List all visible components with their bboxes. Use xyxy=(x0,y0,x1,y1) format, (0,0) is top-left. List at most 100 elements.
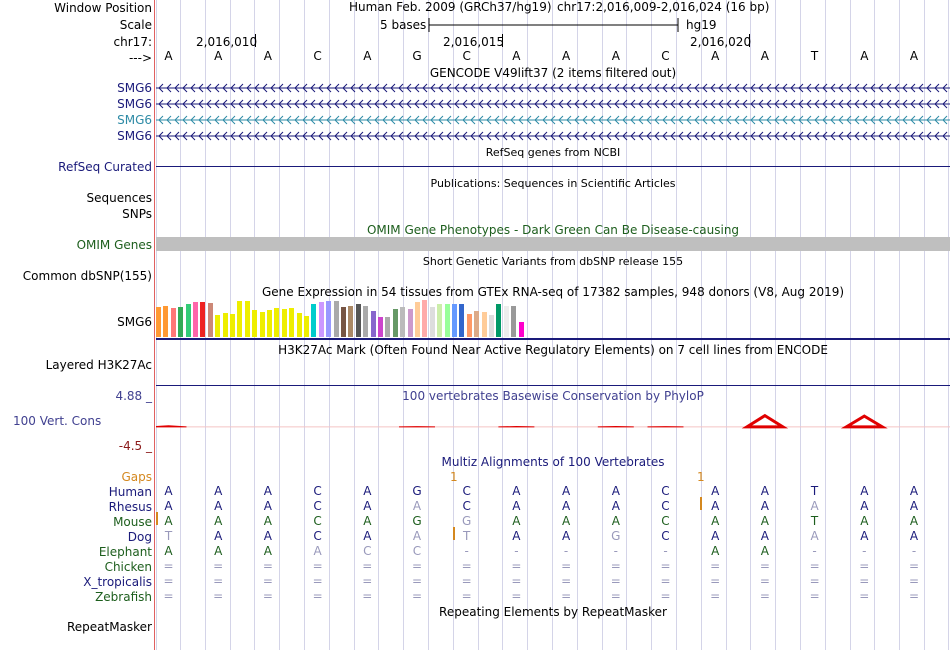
gtex-tissue-bar[interactable] xyxy=(370,311,376,337)
aligned-base: A xyxy=(363,484,372,498)
strand-chevron xyxy=(534,131,540,141)
gtex-tissue-bar[interactable] xyxy=(363,306,369,337)
gtex-tissue-bar[interactable] xyxy=(511,306,517,337)
gtex-tissue-bar[interactable] xyxy=(163,306,169,337)
gtex-tissue-bar[interactable] xyxy=(178,307,184,337)
gtex-tissue-bar[interactable] xyxy=(400,307,406,337)
gtex-tissue-bar[interactable] xyxy=(474,311,480,337)
strand-chevron xyxy=(598,99,604,109)
gencode-label-2[interactable]: SMG6 xyxy=(117,97,152,111)
gtex-label[interactable]: SMG6 xyxy=(117,315,152,329)
gtex-tissue-bar[interactable] xyxy=(244,301,250,337)
strand-chevron xyxy=(510,99,516,109)
dbsnp-label[interactable]: Common dbSNP(155) xyxy=(22,269,152,283)
gtex-tissue-bar[interactable] xyxy=(274,308,280,337)
aligned-base: A xyxy=(860,499,869,513)
refseq-gene-line[interactable] xyxy=(156,166,950,167)
strand-chevron xyxy=(654,83,660,93)
strand-chevron xyxy=(782,115,788,125)
gencode-label-4[interactable]: SMG6 xyxy=(117,129,152,143)
strand-chevron xyxy=(614,131,620,141)
gtex-tissue-bar[interactable] xyxy=(355,304,361,337)
strand-chevron xyxy=(926,131,932,141)
aligned-base: = xyxy=(561,559,572,573)
strand-chevron xyxy=(918,83,924,93)
strand-chevron xyxy=(742,131,748,141)
base-letter: A xyxy=(760,49,769,63)
gtex-tissue-bar[interactable] xyxy=(237,301,243,337)
strand-chevron xyxy=(430,131,436,141)
gtex-tissue-bar[interactable] xyxy=(304,316,309,337)
gene-model-smg6[interactable] xyxy=(156,130,950,142)
strand-chevron xyxy=(726,83,732,93)
strand-chevron xyxy=(366,99,372,109)
gtex-tissue-bar[interactable] xyxy=(185,304,191,337)
cons-label[interactable]: 100 Vert. Cons xyxy=(13,414,102,428)
gtex-tissue-bar[interactable] xyxy=(429,307,435,337)
gtex-tissue-bar[interactable] xyxy=(222,313,228,337)
cons-plot[interactable] xyxy=(156,404,950,448)
gtex-tissue-bar[interactable] xyxy=(156,307,161,337)
gtex-tissue-bar[interactable] xyxy=(489,315,494,337)
gtex-tissue-bar[interactable] xyxy=(281,309,287,337)
strand-chevron xyxy=(558,99,564,109)
gtex-tissue-bar[interactable] xyxy=(259,312,265,337)
gtex-tissue-bar[interactable] xyxy=(496,304,502,337)
repeatmasker-label[interactable]: RepeatMasker xyxy=(66,620,152,634)
gencode-label-1[interactable]: SMG6 xyxy=(117,81,152,95)
strand-chevron xyxy=(270,99,276,109)
gtex-tissue-bar[interactable] xyxy=(452,304,457,337)
strand-chevron xyxy=(430,115,436,125)
gtex-tissue-bar[interactable] xyxy=(437,304,443,337)
gtex-tissue-bar[interactable] xyxy=(444,304,450,337)
strand-chevron xyxy=(750,131,756,141)
gtex-tissue-bar[interactable] xyxy=(193,302,198,337)
gtex-tissue-bar[interactable] xyxy=(267,310,272,337)
h3k27ac-label[interactable]: Layered H3K27Ac xyxy=(45,358,152,372)
gtex-tissue-bar[interactable] xyxy=(392,309,398,337)
gene-model-smg6[interactable] xyxy=(156,98,950,110)
refseq-label[interactable]: RefSeq Curated xyxy=(58,160,152,174)
gtex-tissue-bar[interactable] xyxy=(422,300,428,337)
strand-chevron xyxy=(494,83,500,93)
gtex-tissue-bar[interactable] xyxy=(415,302,420,337)
omim-label[interactable]: OMIM Genes xyxy=(76,238,152,252)
gtex-tissue-bar[interactable] xyxy=(333,301,339,337)
gtex-tissue-bar[interactable] xyxy=(518,322,524,337)
snps-label[interactable]: SNPs xyxy=(122,207,152,221)
gtex-tissue-bar[interactable] xyxy=(252,310,258,337)
grid-line xyxy=(924,0,925,650)
gtex-tissue-bar[interactable] xyxy=(230,314,235,337)
gtex-tissue-bar[interactable] xyxy=(326,301,332,337)
gtex-tissue-bar[interactable] xyxy=(215,315,221,337)
gtex-tissue-bar[interactable] xyxy=(459,304,465,337)
gtex-tissue-bar[interactable] xyxy=(407,309,413,337)
gencode-label-3[interactable]: SMG6 xyxy=(117,113,152,127)
gene-model-smg6[interactable] xyxy=(156,82,950,94)
sequences-label[interactable]: Sequences xyxy=(86,191,152,205)
gtex-tissue-bar[interactable] xyxy=(318,302,324,337)
gtex-tissue-bar[interactable] xyxy=(207,303,213,337)
strand-chevron xyxy=(334,99,340,109)
aligned-base: = xyxy=(710,589,721,603)
strand-chevron xyxy=(590,99,596,109)
gene-model-smg6[interactable] xyxy=(156,114,950,126)
gtex-barchart[interactable] xyxy=(156,300,950,337)
track-image[interactable]: Human Feb. 2009 (GRCh37/hg19) chr17:2,01… xyxy=(156,0,950,650)
gtex-tissue-bar[interactable] xyxy=(296,313,302,337)
gtex-tissue-bar[interactable] xyxy=(341,307,346,337)
strand-chevron xyxy=(182,83,188,93)
gtex-tissue-bar[interactable] xyxy=(200,302,206,337)
gtex-tissue-bar[interactable] xyxy=(170,308,176,337)
gtex-tissue-bar[interactable] xyxy=(348,306,354,337)
gtex-tissue-bar[interactable] xyxy=(289,308,295,337)
strand-chevron xyxy=(414,83,420,93)
omim-feature-bar[interactable] xyxy=(156,237,950,251)
gtex-tissue-bar[interactable] xyxy=(503,306,509,337)
strand-chevron xyxy=(246,83,252,93)
gtex-tissue-bar[interactable] xyxy=(466,314,472,337)
gtex-tissue-bar[interactable] xyxy=(385,317,391,337)
gtex-tissue-bar[interactable] xyxy=(378,317,383,337)
gtex-tissue-bar[interactable] xyxy=(481,312,487,337)
gtex-tissue-bar[interactable] xyxy=(311,304,317,337)
